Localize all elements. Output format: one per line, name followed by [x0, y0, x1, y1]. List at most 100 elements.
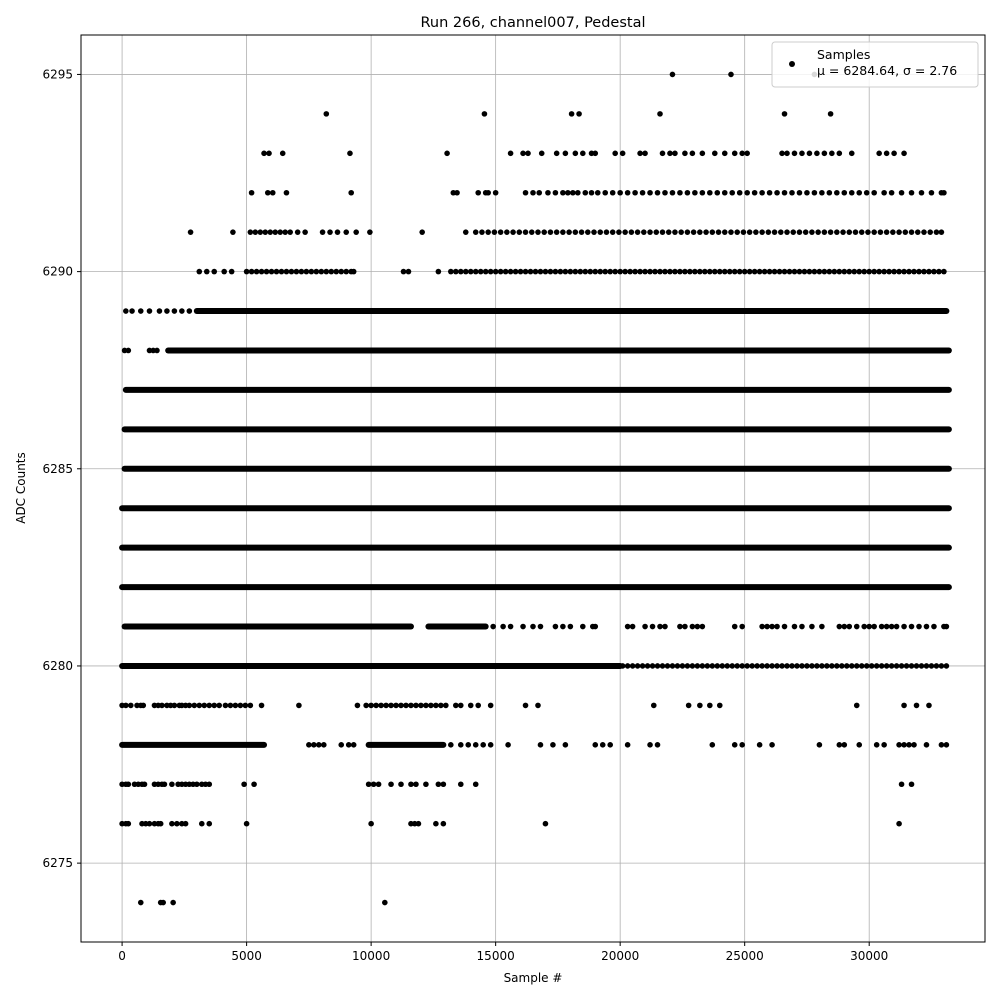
data-point: [413, 702, 419, 709]
data-point: [653, 229, 660, 235]
data-point: [243, 268, 250, 275]
data-point: [796, 268, 803, 275]
data-point: [553, 150, 560, 157]
data-point: [612, 268, 618, 275]
data-point: [267, 229, 274, 235]
data-point: [306, 742, 312, 748]
data-point: [159, 702, 165, 709]
data-point: [647, 229, 653, 235]
data-point: [819, 663, 825, 669]
data-point: [711, 150, 718, 157]
x-tick-label: 10000: [352, 949, 390, 963]
data-point: [262, 229, 269, 235]
data-point: [487, 268, 494, 275]
data-point: [475, 189, 482, 196]
data-point: [690, 229, 697, 235]
data-point: [868, 663, 875, 669]
data-point: [707, 189, 713, 196]
data-point: [647, 189, 653, 196]
x-axis-title: Sample #: [504, 971, 563, 985]
data-point: [530, 623, 536, 630]
data-point: [522, 268, 529, 275]
data-point: [383, 702, 389, 709]
data-point: [751, 268, 758, 275]
data-point: [704, 663, 711, 669]
legend-marker: [789, 61, 795, 67]
data-point: [896, 820, 902, 827]
data-point: [516, 229, 523, 235]
data-point: [876, 268, 882, 275]
legend-box: [771, 41, 979, 88]
data-point: [415, 308, 422, 314]
data-point: [821, 268, 828, 275]
data-point: [247, 229, 254, 235]
data-point: [140, 702, 147, 709]
data-point: [751, 189, 758, 196]
data-point: [936, 268, 942, 275]
data-point: [279, 150, 286, 157]
data-point: [781, 268, 788, 275]
data-point: [363, 308, 369, 314]
data-point: [682, 623, 688, 630]
data-point: [711, 268, 718, 275]
data-point: [435, 781, 442, 788]
data-point: [537, 742, 544, 748]
data-point: [766, 189, 773, 196]
data-point: [831, 268, 838, 275]
data-point: [728, 71, 734, 78]
data-point: [650, 702, 657, 709]
data-point: [839, 663, 845, 669]
data-point: [316, 742, 322, 748]
data-point: [707, 702, 713, 709]
data-point: [684, 229, 691, 235]
data-point: [684, 189, 691, 196]
data-point: [480, 742, 486, 748]
data-point: [824, 663, 830, 669]
data-point: [530, 189, 536, 196]
data-point: [454, 189, 460, 196]
data-point: [211, 702, 218, 709]
data-point: [378, 702, 384, 709]
data-point: [724, 663, 731, 669]
data-point: [624, 742, 631, 748]
data-point: [460, 308, 467, 314]
data-point: [901, 268, 907, 275]
data-point: [296, 702, 302, 709]
data-point: [689, 150, 696, 157]
data-point: [137, 308, 144, 314]
data-point: [804, 663, 810, 669]
data-point: [679, 663, 686, 669]
data-point: [816, 742, 823, 748]
data-point: [799, 663, 805, 669]
data-point: [639, 663, 646, 669]
data-point: [931, 623, 937, 630]
data-point: [492, 268, 499, 275]
data-point: [943, 742, 950, 748]
legend-stats: μ = 6284.64, σ = 2.76: [817, 63, 957, 78]
data-point: [552, 623, 559, 630]
data-point: [933, 663, 940, 669]
data-point: [264, 189, 271, 196]
data-point: [821, 150, 828, 157]
data-point: [637, 150, 643, 157]
data-point: [323, 111, 330, 117]
data-point: [632, 268, 638, 275]
data-point: [161, 781, 168, 788]
data-point: [160, 899, 166, 906]
data-point: [277, 229, 284, 235]
data-point: [709, 663, 716, 669]
data-point: [731, 150, 738, 157]
data-point: [440, 781, 447, 788]
data-point: [774, 623, 780, 630]
data-point: [721, 268, 728, 275]
data-point: [644, 663, 651, 669]
data-point: [562, 742, 569, 748]
data-point: [632, 189, 638, 196]
data-point: [873, 663, 880, 669]
data-point: [504, 229, 510, 235]
data-point: [891, 150, 897, 157]
data-point: [866, 268, 872, 275]
data-point: [617, 268, 623, 275]
data-point: [552, 268, 559, 275]
